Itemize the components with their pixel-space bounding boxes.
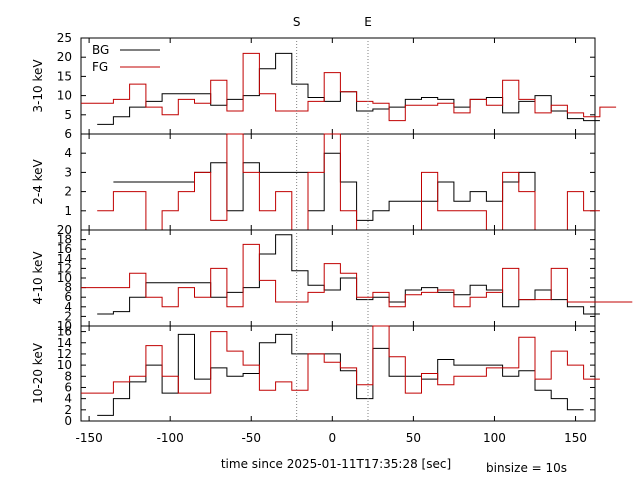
series-bg-line: [97, 234, 600, 315]
x-tick-label: -50: [241, 431, 261, 445]
y-tick-label: 16: [57, 242, 72, 256]
x-tick-label: 0: [329, 431, 337, 445]
y-axis-label: 10-20 keV: [31, 342, 45, 404]
y-tick-label: 2: [64, 309, 72, 323]
y-tick-label: 2: [64, 403, 72, 417]
y-tick-label: 25: [57, 31, 72, 45]
x-tick-label: -150: [75, 431, 102, 445]
y-tick-label: 15: [57, 69, 72, 83]
y-axis-label: 3-10 keV: [31, 59, 45, 113]
y-tick-label: 10: [57, 271, 72, 285]
series-bg-line: [97, 333, 584, 416]
y-tick-label: 12: [57, 261, 72, 275]
y-tick-label: 10: [57, 319, 72, 333]
x-tick-label: 150: [564, 431, 587, 445]
y-tick-label: 1: [64, 204, 72, 218]
panel-frame: [80, 325, 596, 422]
panel-frame: [80, 37, 596, 135]
legend-label-bg: BG: [92, 43, 109, 57]
legend: BG FG: [92, 43, 160, 74]
binsize-label: binsize = 10s: [486, 461, 567, 475]
series-bg-line: [97, 52, 600, 125]
series-fg-line: [81, 243, 633, 308]
y-tick-label: 4: [64, 146, 72, 160]
y-tick-label: 16: [57, 325, 72, 339]
y-tick-label: 0: [64, 414, 72, 428]
y-tick-label: 4: [64, 300, 72, 314]
y-tick-label: 6: [64, 290, 72, 304]
y-tick-label: 8: [64, 369, 72, 383]
y-tick-label: 3: [64, 165, 72, 179]
y-tick-label: 8: [64, 281, 72, 295]
x-tick-label: -100: [157, 431, 184, 445]
y-tick-label: 20: [57, 50, 72, 64]
y-axis-label: 2-4 keV: [31, 158, 45, 204]
y-tick-label: 2: [64, 185, 72, 199]
y-tick-label: 6: [64, 127, 72, 141]
marker-e-label: E: [364, 15, 372, 29]
y-tick-label: 14: [57, 336, 72, 350]
series-fg-line: [81, 52, 617, 122]
y-axis-label: 4-10 keV: [31, 251, 45, 305]
panel-2: 1 2 3 4 20 2-4 keV: [31, 133, 600, 237]
legend-label-fg: FG: [92, 60, 108, 74]
y-tick-label: 20: [57, 223, 72, 237]
panel-frame: [80, 229, 596, 327]
panel-1: 5 10 15 20 25 6 3-10 keV: [31, 31, 617, 141]
y-tick-label: 5: [64, 108, 72, 122]
y-tick-label: 10: [57, 358, 72, 372]
y-tick-label: 18: [57, 233, 72, 247]
series-fg-line: [81, 325, 600, 394]
marker-s-label: S: [293, 15, 301, 29]
y-tick-label: 6: [64, 380, 72, 394]
series-fg-line: [97, 133, 600, 231]
x-axis-label: time since 2025-01-11T17:35:28 [sec]: [221, 457, 451, 471]
x-tick-label: 100: [483, 431, 506, 445]
y-tick-label: 4: [64, 392, 72, 406]
x-axis-group: -150 -100 -50 0 50 100 150: [75, 431, 587, 445]
y-tick-label: 10: [57, 89, 72, 103]
y-tick-label: 14: [57, 252, 72, 266]
y-tick-label: 12: [57, 347, 72, 361]
x-tick-label: 50: [406, 431, 421, 445]
